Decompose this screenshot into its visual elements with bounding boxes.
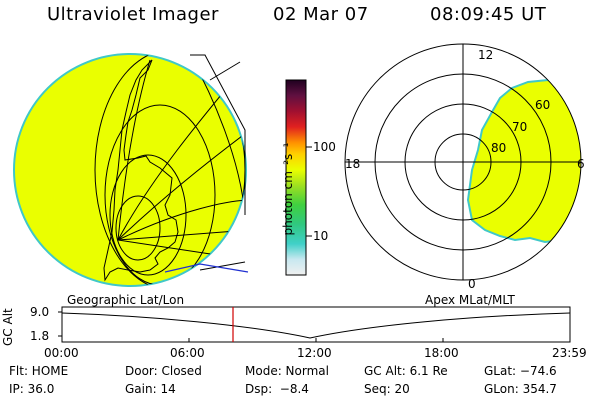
polar-grid: [344, 43, 582, 281]
mlt-18-label: 18: [345, 157, 361, 171]
geographic-caption: Geographic Lat/Lon: [67, 293, 185, 307]
dsp-status: Dsp: −8.4: [245, 382, 309, 396]
altitude-tick-1-8: 1.8: [30, 329, 50, 343]
time-label: 08:09:45 UT: [430, 4, 547, 25]
time-tick-1200: 12:00: [297, 346, 332, 360]
mlt-12-label: 12: [478, 48, 494, 62]
mlt-0-label: 0: [468, 277, 476, 291]
glon-status: GLon: 354.7: [484, 382, 557, 396]
door-status: Door: Closed: [125, 364, 202, 378]
gc-alt-status: GC Alt: 6.1 Re: [364, 364, 448, 378]
coastline-outline: [103, 59, 179, 282]
time-tick-0000: 00:00: [44, 346, 79, 360]
altitude-tick-9: 9.0: [30, 305, 50, 319]
glat-status: GLat: −74.6: [484, 364, 557, 378]
time-tick-2359: 23:59: [552, 346, 587, 360]
ip-status: IP: 36.0: [9, 382, 55, 396]
terminator-line: [164, 263, 249, 273]
altitude-curve: [61, 312, 571, 339]
time-tick-0600: 06:00: [170, 346, 205, 360]
time-tick-1800: 18:00: [424, 346, 459, 360]
instrument-title: Ultraviolet Imager: [47, 4, 219, 25]
mlat-80-label: 80: [491, 141, 507, 155]
mlat-60-label: 60: [535, 98, 551, 112]
seq-status: Seq: 20: [364, 382, 410, 396]
colorbar-tick-10: 10: [313, 229, 329, 243]
date-label: 02 Mar 07: [273, 4, 369, 25]
mode-status: Mode: Normal: [245, 364, 329, 378]
filter-status: Flt: HOME: [9, 364, 69, 378]
globe-disk: [13, 53, 247, 287]
apex-caption: Apex MLat/MLT: [425, 293, 515, 307]
mlt-6-label: 6: [577, 157, 585, 171]
gain-status: Gain: 14: [125, 382, 176, 396]
colorbar-tick-100: 100: [313, 140, 336, 154]
mlat-70-label: 70: [512, 120, 528, 134]
aurora-emission-region: [466, 78, 581, 244]
altitude-axis-label: GC Alt: [1, 308, 15, 346]
